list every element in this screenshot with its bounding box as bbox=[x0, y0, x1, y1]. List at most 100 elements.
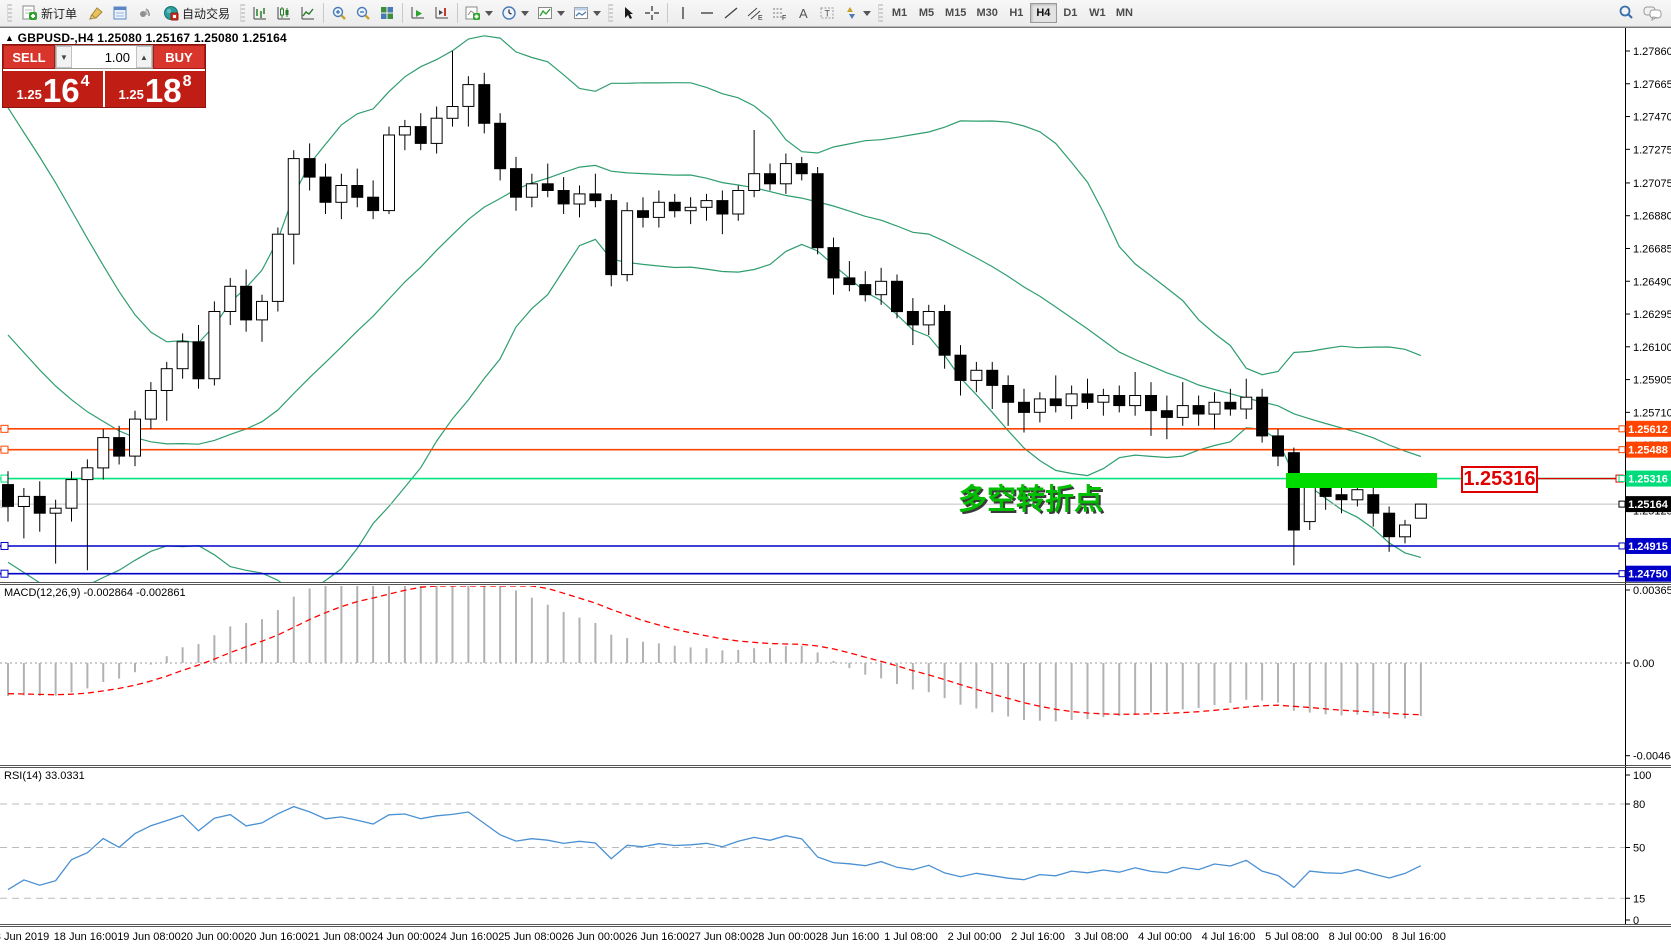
price-flag-1.24750[interactable]: 1.24750 bbox=[1618, 565, 1671, 582]
candle-body bbox=[875, 280, 888, 296]
timeframe-MN[interactable]: MN bbox=[1111, 3, 1138, 23]
data-window-button[interactable] bbox=[108, 2, 132, 24]
crosshair-button[interactable] bbox=[640, 2, 664, 24]
timeframe-H1[interactable]: H1 bbox=[1003, 3, 1030, 23]
fibonacci-button[interactable]: F bbox=[767, 2, 791, 24]
toolbar-grip[interactable] bbox=[7, 4, 12, 22]
fibonacci-icon: F bbox=[773, 8, 786, 21]
toolbar-grip[interactable] bbox=[240, 4, 246, 22]
symbol-period-label: GBPUSD-,H4 bbox=[17, 31, 94, 45]
equidistant-channel-icon: E bbox=[747, 7, 763, 21]
candle-body bbox=[764, 173, 776, 185]
new-order-button[interactable]: 新订单 bbox=[15, 2, 84, 24]
timeframe-H4[interactable]: H4 bbox=[1029, 3, 1057, 23]
auto-scroll-button[interactable] bbox=[406, 2, 430, 24]
one-click-trading-panel: SELL ▼ 1.00 ▲ BUY 1.25 16 4 1.25 18 8 bbox=[2, 44, 206, 108]
zoom-out-button[interactable] bbox=[351, 2, 375, 24]
timeframe-M5[interactable]: M5 bbox=[913, 3, 940, 23]
candle-body bbox=[144, 390, 157, 420]
text-tool-button[interactable]: A bbox=[791, 2, 815, 24]
toolbar-grip[interactable] bbox=[608, 4, 614, 22]
new-order-label: 新订单 bbox=[41, 6, 78, 21]
time-axis-label: 25 Jun 08:00 bbox=[498, 931, 562, 943]
toolbar-grip[interactable] bbox=[878, 4, 884, 22]
auto-trading-button[interactable]: 自动交易 bbox=[156, 2, 237, 24]
vertical-line-button[interactable] bbox=[671, 2, 695, 24]
candle-body bbox=[1287, 452, 1300, 531]
candlestick-chart-button[interactable] bbox=[272, 2, 296, 24]
price-flag-1.25612[interactable]: 1.25612 bbox=[1618, 420, 1671, 437]
search-button[interactable] bbox=[1613, 2, 1639, 24]
text-label-button[interactable]: T bbox=[815, 2, 839, 24]
price-flag-1.24915[interactable]: 1.24915 bbox=[1618, 537, 1671, 554]
timeframe-M1[interactable]: M1 bbox=[886, 3, 913, 23]
timeframe-W1[interactable]: W1 bbox=[1084, 3, 1111, 23]
time-axis-label: 18 Jun 16:00 bbox=[54, 931, 118, 943]
highlight-rectangle[interactable] bbox=[1286, 473, 1437, 488]
candle-body bbox=[1081, 393, 1094, 403]
price-flag-1.25316[interactable]: 1.25316 bbox=[1618, 470, 1671, 487]
line-anchor-marker bbox=[0, 445, 9, 454]
trendline-button[interactable] bbox=[719, 2, 743, 24]
indicators-button[interactable] bbox=[533, 2, 569, 24]
sell-price[interactable]: 1.25 16 4 bbox=[3, 71, 105, 107]
flag-text: 1.25612 bbox=[1628, 424, 1668, 436]
bar-chart-icon bbox=[253, 7, 267, 20]
candle-body bbox=[335, 185, 348, 203]
tile-windows-button[interactable] bbox=[375, 2, 399, 24]
timeframe-D1[interactable]: D1 bbox=[1057, 3, 1084, 23]
chart-shift-button[interactable] bbox=[430, 2, 454, 24]
price-tick-label: 1.27665 bbox=[1633, 79, 1671, 91]
volume-field[interactable]: 1.00 bbox=[104, 49, 130, 65]
bollinger-middle-band bbox=[7, 164, 1422, 458]
candle-body bbox=[621, 210, 634, 276]
arrows-tool-icon bbox=[847, 7, 856, 19]
horizontal-line-button[interactable] bbox=[695, 2, 719, 24]
timeframe-M15[interactable]: M15 bbox=[940, 3, 971, 23]
signals-button[interactable] bbox=[132, 2, 156, 24]
candle-body bbox=[208, 311, 221, 380]
candle-body bbox=[827, 247, 840, 279]
zoom-in-icon bbox=[332, 6, 346, 20]
candle-body bbox=[430, 117, 443, 144]
line-chart-button[interactable] bbox=[296, 2, 320, 24]
timeframe-M30[interactable]: M30 bbox=[971, 3, 1002, 23]
periods-button[interactable] bbox=[497, 2, 533, 24]
candle-body bbox=[795, 163, 808, 175]
sell-button[interactable]: SELL bbox=[3, 45, 55, 69]
price-flag-1.25488[interactable]: 1.25488 bbox=[1618, 441, 1671, 458]
equidistant-channel-button[interactable]: E bbox=[743, 2, 767, 24]
rsi-axis-label: 80 bbox=[1633, 799, 1645, 811]
candle-body bbox=[1033, 398, 1046, 413]
chart-annotation-text[interactable]: 多空转折点 bbox=[958, 484, 1104, 516]
price-tick-label: 1.27275 bbox=[1633, 144, 1671, 156]
cursor-button[interactable] bbox=[616, 2, 640, 24]
chat-button[interactable] bbox=[1639, 2, 1667, 24]
trendline-icon bbox=[724, 7, 738, 19]
templates-button[interactable] bbox=[569, 2, 605, 24]
candle-body bbox=[97, 437, 110, 469]
zoom-in-button[interactable] bbox=[327, 2, 351, 24]
candle-body bbox=[1272, 435, 1284, 457]
ohlc-values: 1.25080 1.25167 1.25080 1.25164 bbox=[97, 31, 287, 45]
volume-up-button[interactable]: ▲ bbox=[136, 46, 152, 68]
flag-text: 1.25316 bbox=[1628, 474, 1668, 486]
highlighter-button[interactable] bbox=[84, 2, 108, 24]
time-axis-label: 5 Jul 08:00 bbox=[1265, 931, 1319, 943]
candle-body bbox=[351, 185, 364, 198]
buy-button[interactable]: BUY bbox=[153, 45, 205, 69]
new-chart-button[interactable] bbox=[461, 2, 497, 24]
dropdown-caret-icon bbox=[863, 11, 872, 20]
arrows-tool-button[interactable] bbox=[839, 2, 875, 24]
price-flag-1.25164[interactable]: 1.25164 bbox=[1618, 496, 1671, 513]
bar-chart-button[interactable] bbox=[248, 2, 272, 24]
time-axis-label: 21 Jun 08:00 bbox=[308, 931, 372, 943]
price-callout-label[interactable]: 1.25316 bbox=[1461, 466, 1538, 493]
buy-price-main: 1.25 bbox=[118, 87, 144, 102]
price-tick-label: 1.27860 bbox=[1633, 46, 1671, 58]
volume-down-button[interactable]: ▼ bbox=[56, 46, 72, 68]
candle-body bbox=[748, 173, 761, 191]
flag-box bbox=[1626, 420, 1671, 437]
buy-price[interactable]: 1.25 18 8 bbox=[105, 71, 205, 107]
